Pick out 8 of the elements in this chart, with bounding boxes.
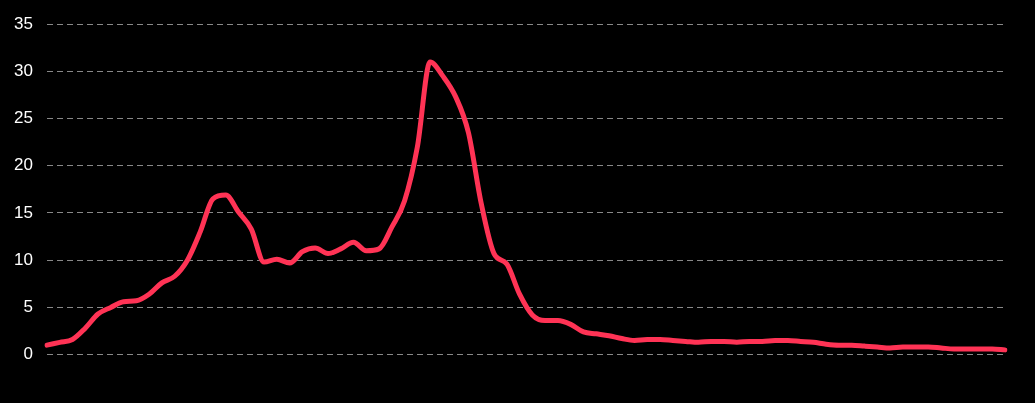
y-tick-label: 5 (23, 297, 33, 317)
y-tick-label: 15 (13, 202, 33, 222)
y-tick-label: 30 (13, 61, 33, 81)
y-tick-label: 0 (23, 344, 33, 364)
y-tick-label: 20 (13, 155, 33, 175)
y-tick-label: 10 (13, 249, 33, 269)
y-tick-label: 25 (13, 108, 33, 128)
y-tick-label: 35 (13, 13, 33, 33)
